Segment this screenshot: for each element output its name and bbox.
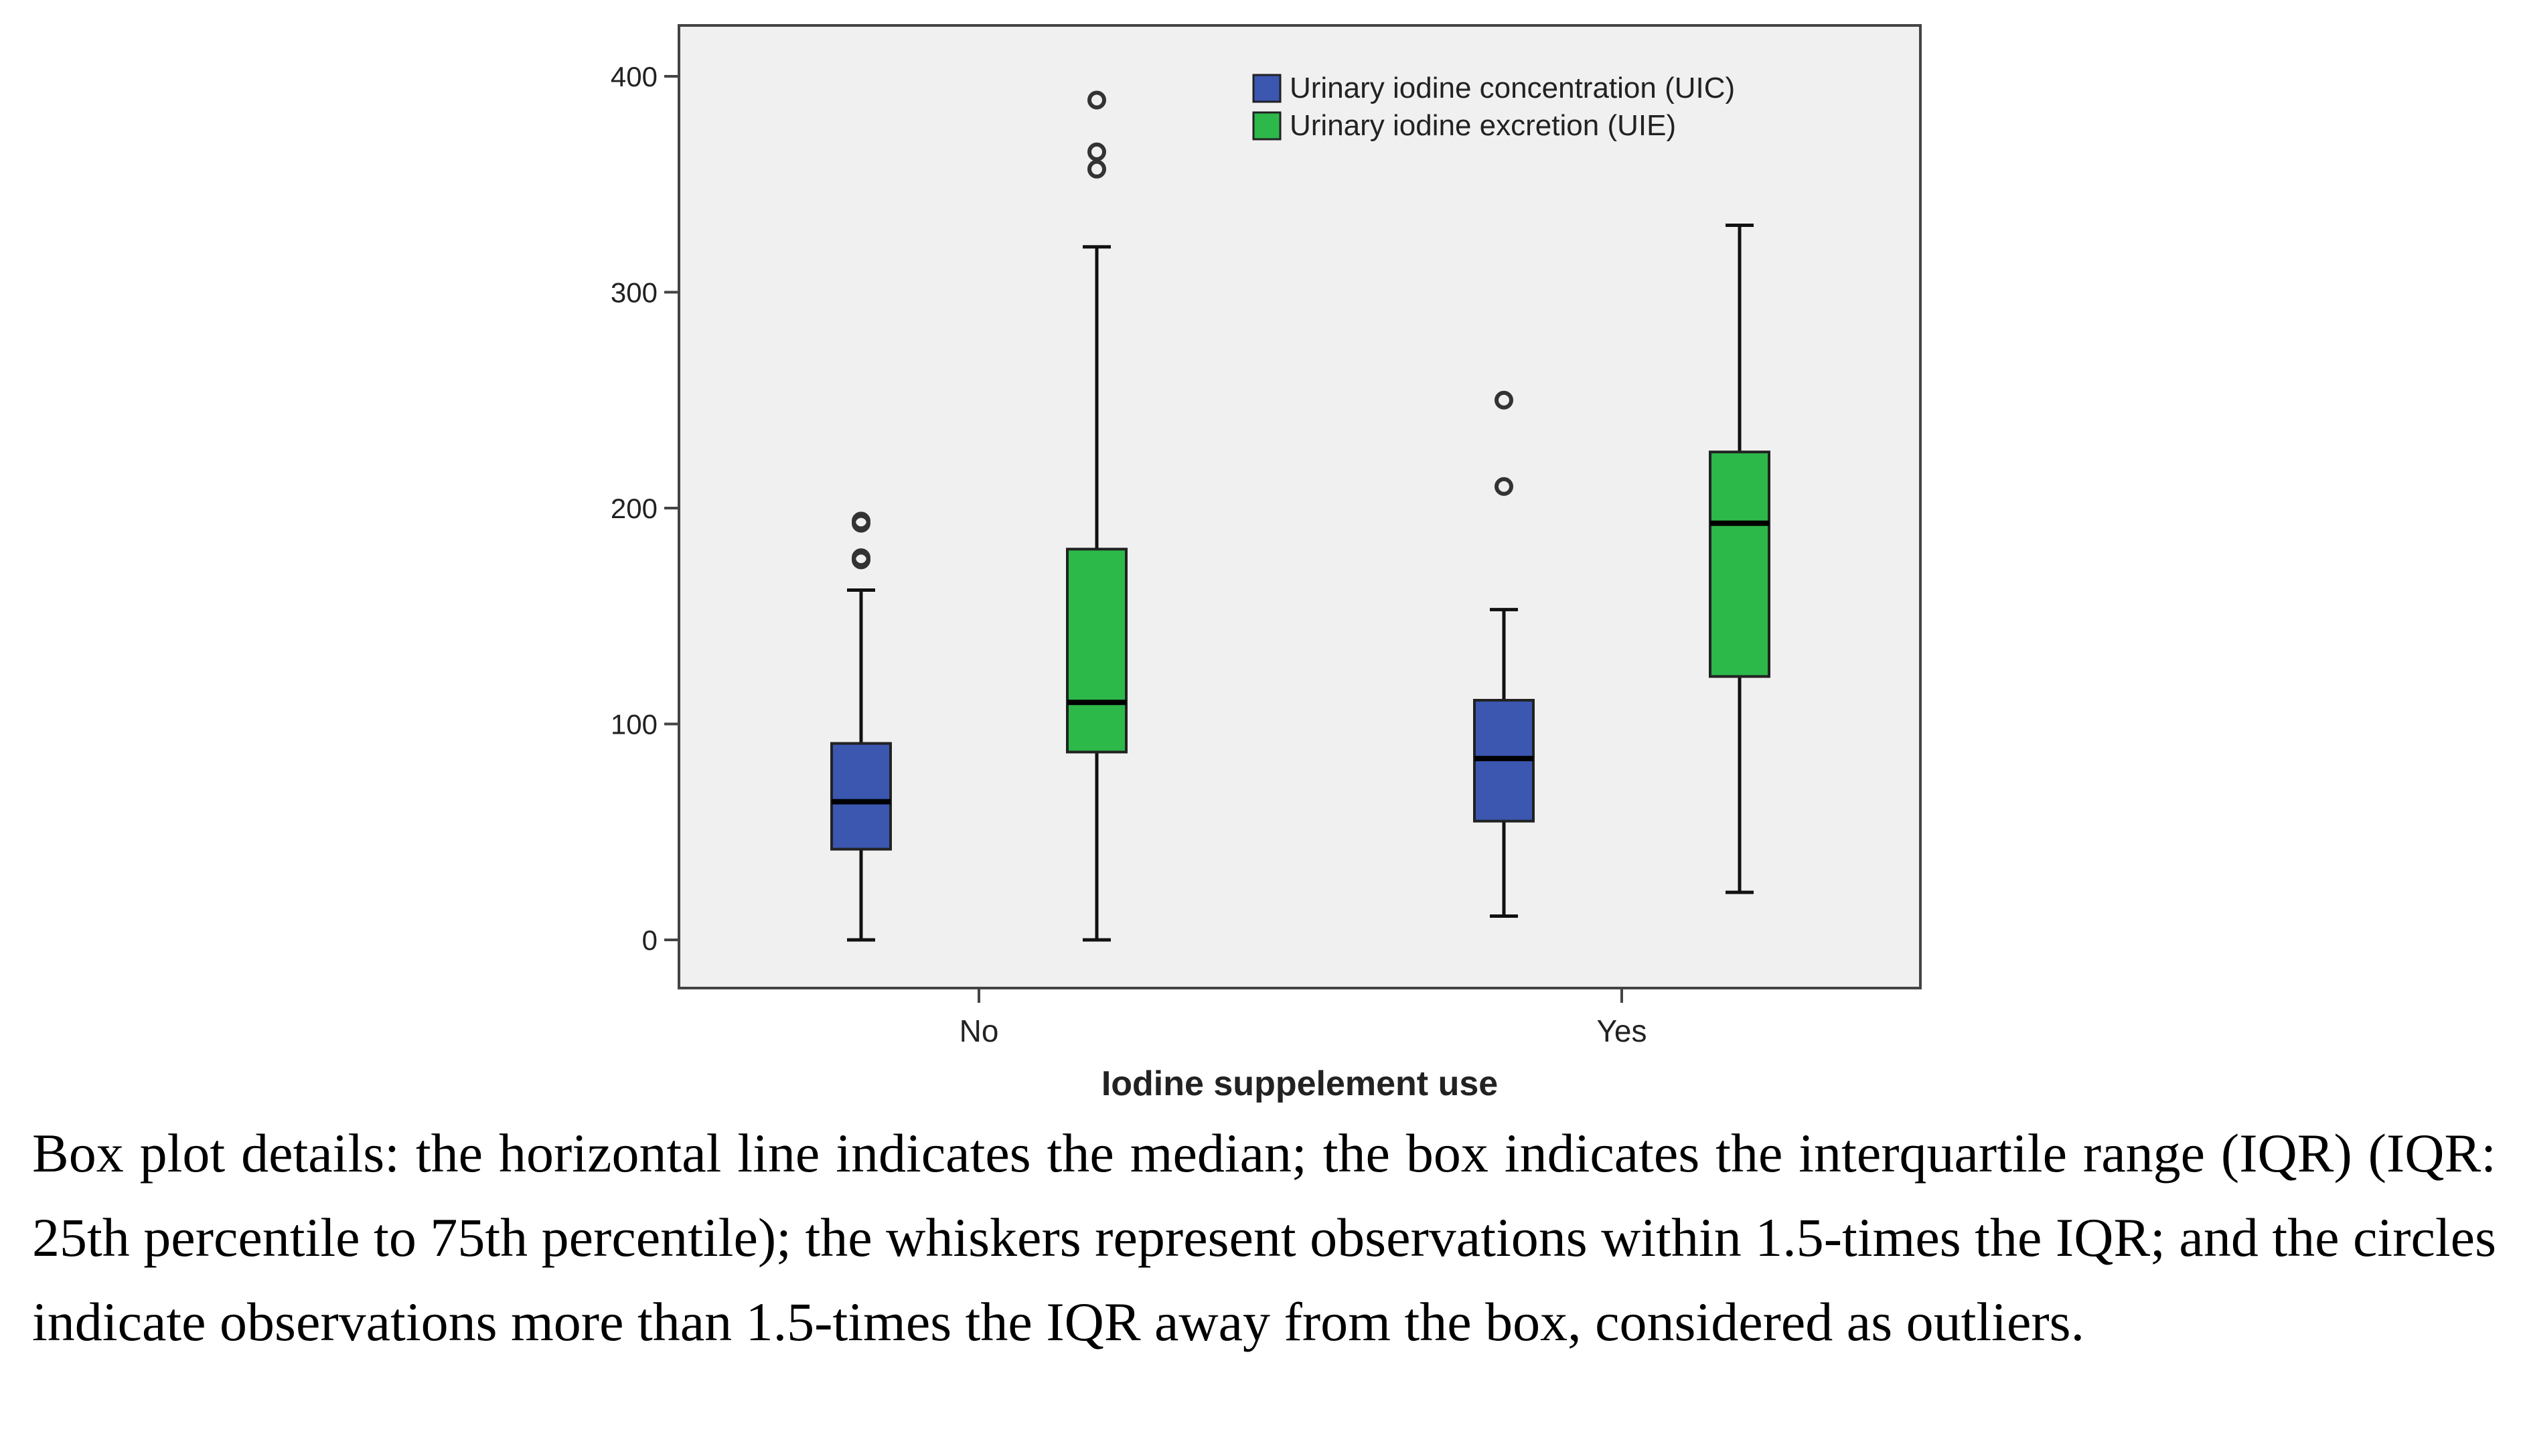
box-uic-no [830,511,892,942]
x-tick-label: Yes [1596,1014,1647,1048]
box-series-group [830,90,1770,942]
y-axis: 0 100 200 300 400 [611,61,679,956]
y-tick-label: 200 [611,493,658,524]
outlier-point [1495,390,1513,410]
iqr-box [830,742,892,851]
legend-swatch-uic [1252,74,1282,103]
outlier-point [852,548,870,568]
legend-swatch-uie [1252,111,1282,141]
x-axis: No Yes [960,988,1647,1048]
outlier-point [1495,477,1513,496]
box-plot-chart: 0 100 200 300 400 No Yes Urinary iodine conce… [611,24,1922,1103]
figure-caption: Box plot details: the horizontal line in… [32,1123,2496,1352]
y-tick-label: 300 [611,277,658,309]
y-tick-label: 400 [611,61,658,92]
iqr-box [1066,548,1128,754]
outlier-point [1087,142,1106,161]
x-tick-label: No [960,1014,999,1048]
legend: Urinary iodine concentration (UIC) Urinar… [1252,72,1735,142]
outlier-point [1087,90,1106,110]
iqr-box [1709,451,1770,678]
legend-label-uic: Urinary iodine concentration (UIC) [1290,72,1735,104]
legend-label-uie: Urinary iodine excretion (UIE) [1290,109,1676,142]
y-tick-label: 0 [642,924,658,956]
outlier-point [852,511,870,531]
outlier-point [1087,159,1106,179]
y-tick-label: 100 [611,709,658,740]
box-uie-no [1066,90,1128,942]
box-uic-yes [1473,390,1535,918]
x-axis-label: Iodine suppelement use [1101,1064,1498,1103]
box-uie-yes [1709,224,1770,894]
